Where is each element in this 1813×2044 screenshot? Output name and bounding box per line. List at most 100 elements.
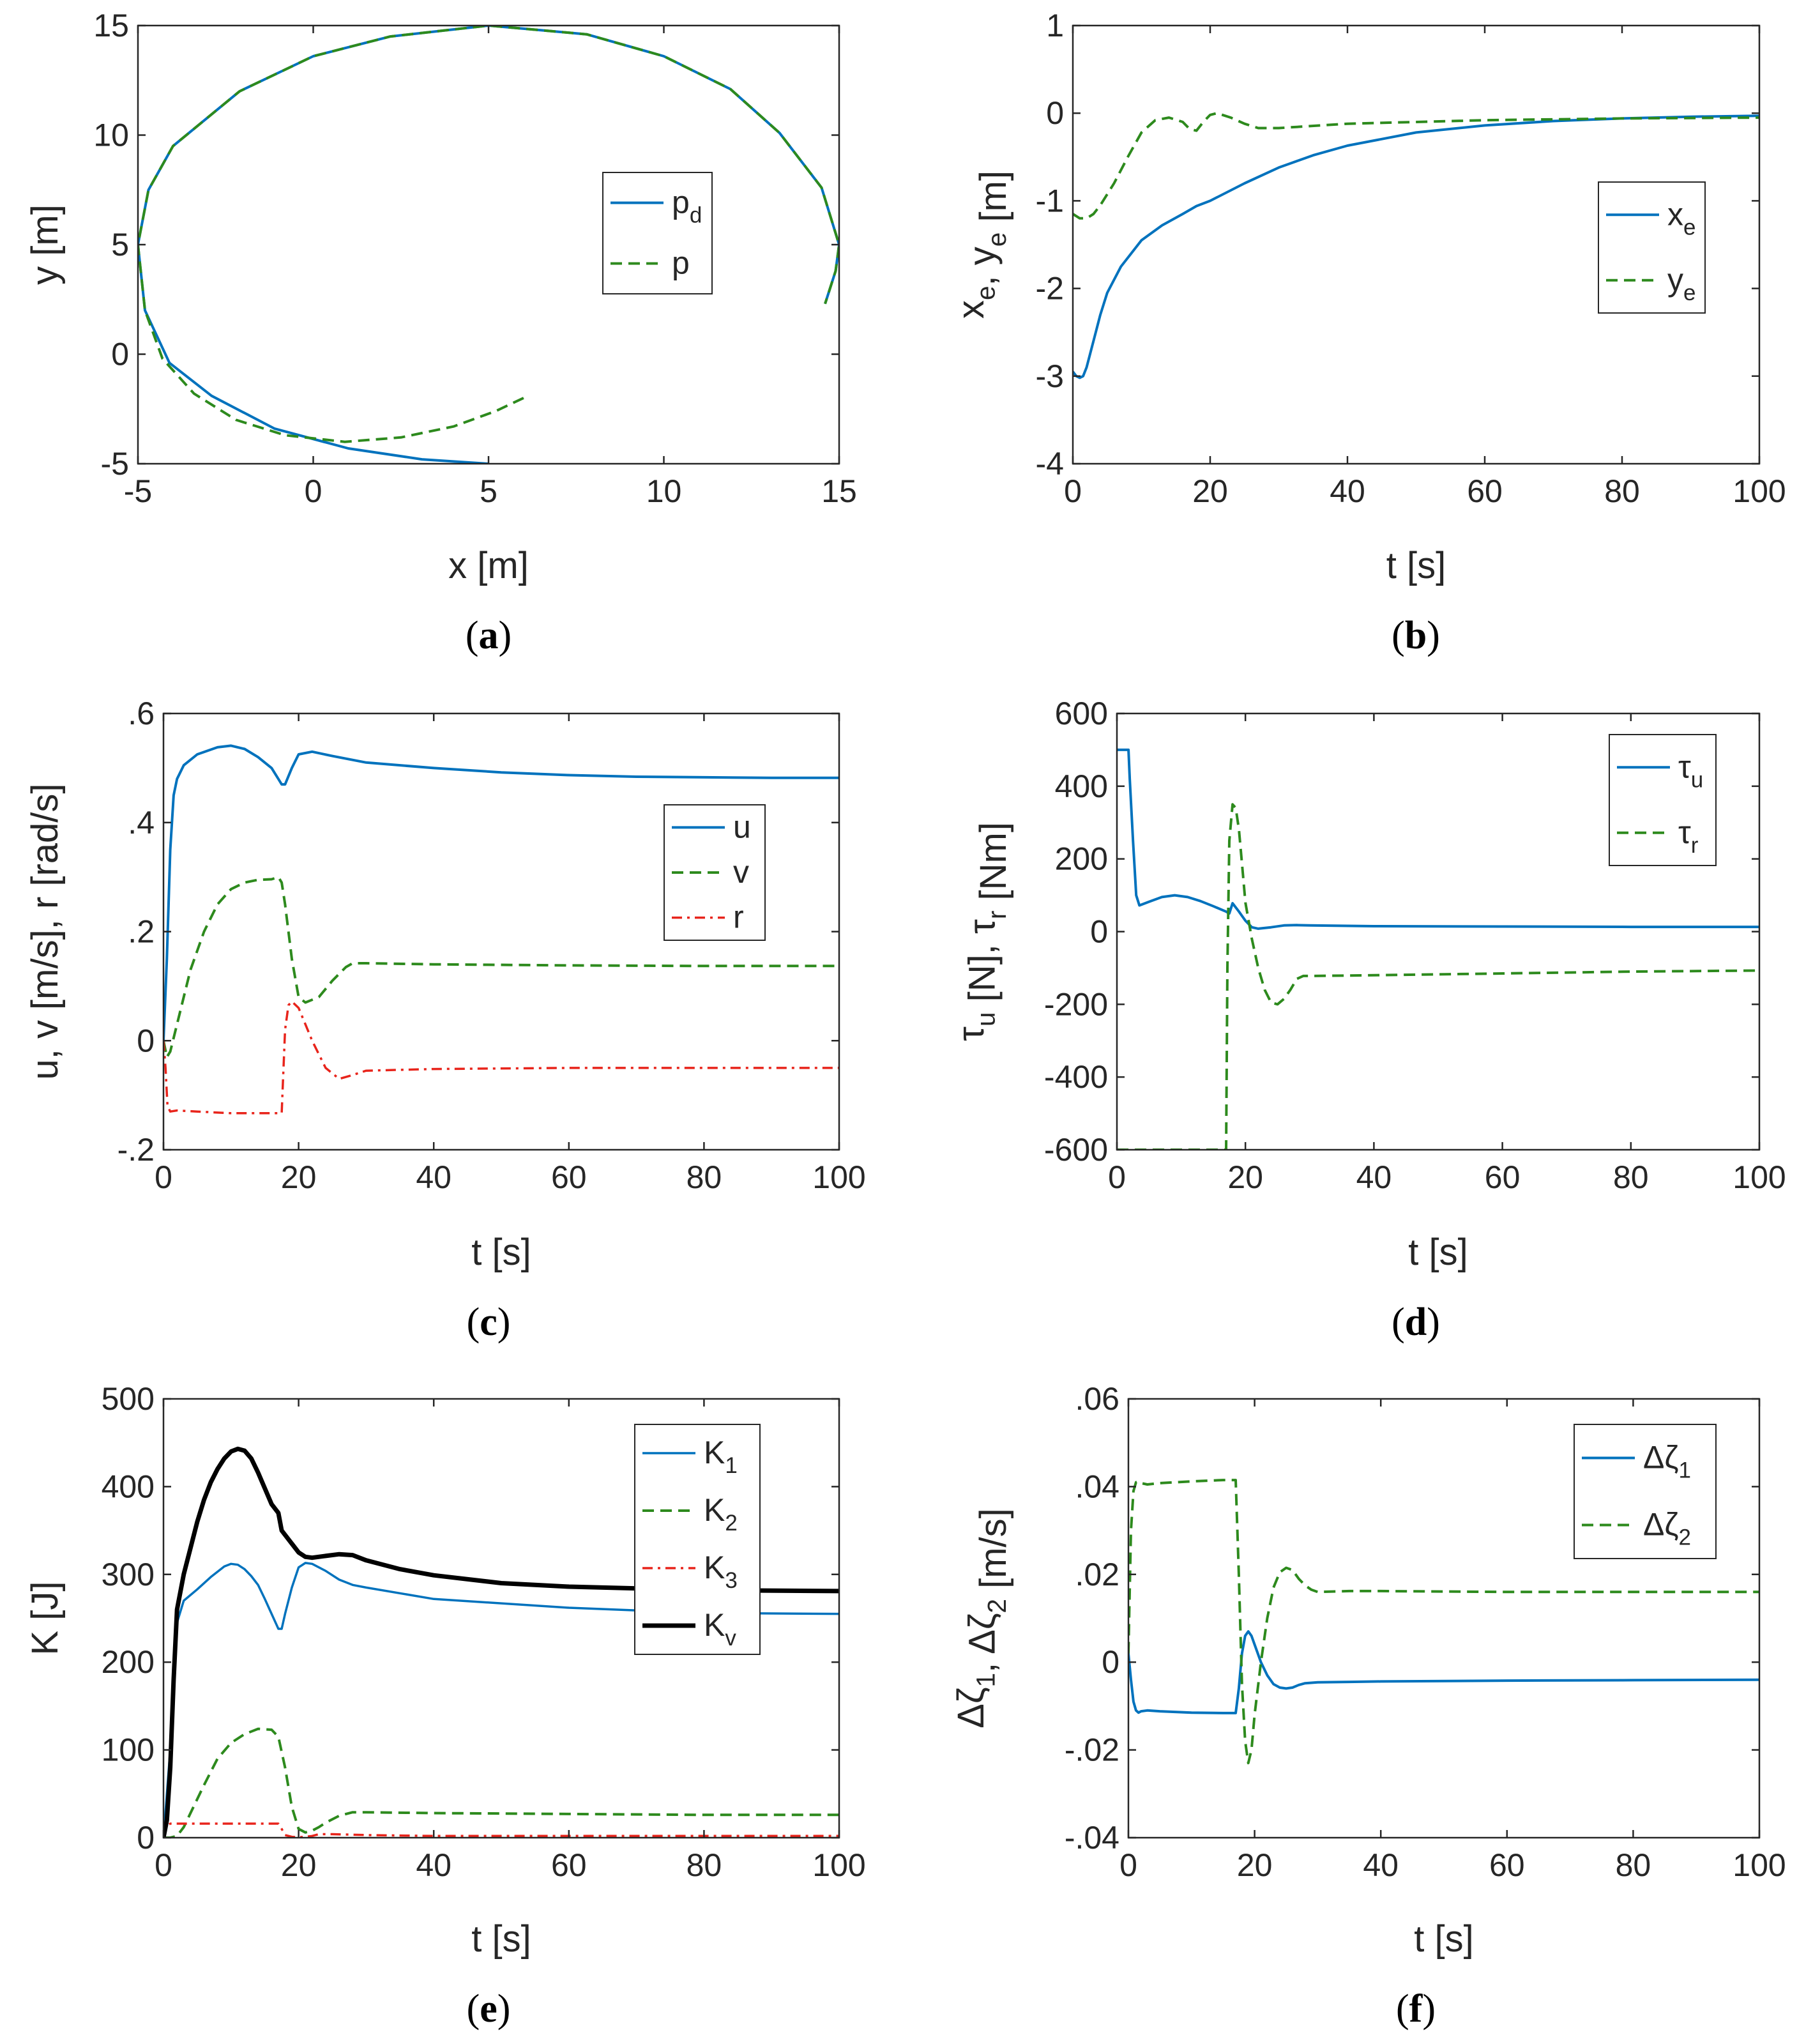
x-tick-label: 60 bbox=[1467, 473, 1503, 509]
panel-caption: (e) bbox=[467, 1987, 511, 2031]
legend-label: ye bbox=[1667, 262, 1695, 305]
x-tick-label: 40 bbox=[1356, 1159, 1392, 1195]
x-axis-label: t [s] bbox=[1414, 1918, 1473, 1960]
y-axis-label: Δζ1, Δζ2 [m/s] bbox=[950, 1508, 1014, 1728]
y-tick-label: -.02 bbox=[1065, 1732, 1119, 1768]
legend-label: Δζ1 bbox=[1643, 1440, 1691, 1483]
x-tick-label: 100 bbox=[1733, 1159, 1786, 1195]
y-tick-label: -.04 bbox=[1065, 1820, 1119, 1856]
series-line-K_2 bbox=[163, 1727, 839, 1838]
legend-box bbox=[634, 1424, 761, 1655]
y-axis-label: K [J] bbox=[24, 1581, 66, 1655]
series-line-v bbox=[163, 876, 839, 1058]
series-group bbox=[1117, 748, 1759, 1150]
y-tick-label: -2 bbox=[1036, 271, 1064, 307]
x-axis-label: t [s] bbox=[1386, 545, 1446, 586]
plot-area bbox=[138, 26, 839, 464]
x-tick-label: 0 bbox=[155, 1159, 172, 1195]
x-tick-label: 0 bbox=[1064, 473, 1082, 509]
series-line-K_1 bbox=[163, 1562, 839, 1838]
y-tick-label: 300 bbox=[102, 1557, 155, 1592]
x-tick-label: 40 bbox=[416, 1159, 451, 1195]
legend-label: Kv bbox=[704, 1607, 736, 1651]
y-tick-label: 5 bbox=[111, 227, 129, 263]
legend-box bbox=[1574, 1424, 1717, 1559]
y-tick-label: 600 bbox=[1055, 696, 1108, 731]
x-tick-label: 20 bbox=[281, 1847, 317, 1883]
x-tick-label: 80 bbox=[687, 1847, 722, 1883]
y-tick-label: 0 bbox=[1102, 1644, 1119, 1680]
panel-caption: (b) bbox=[1392, 614, 1440, 657]
legend-label: v bbox=[733, 854, 749, 890]
y-tick-label: .02 bbox=[1075, 1557, 1119, 1592]
series-line-p_d bbox=[138, 26, 839, 464]
series-line-Δζ_1 bbox=[1128, 1630, 1759, 1714]
legend-label: Δζ2 bbox=[1643, 1507, 1691, 1550]
y-tick-label: 10 bbox=[93, 118, 129, 153]
legend-label: xe bbox=[1667, 196, 1695, 240]
y-tick-label: -600 bbox=[1044, 1132, 1108, 1168]
legend-box bbox=[1598, 181, 1706, 314]
x-tick-label: 20 bbox=[1227, 1159, 1263, 1195]
axes-box bbox=[1127, 1398, 1761, 1839]
series-group bbox=[1128, 1479, 1759, 1765]
x-axis-label: x [m] bbox=[448, 545, 529, 586]
y-tick-label: 1 bbox=[1046, 8, 1064, 43]
legend-label: r bbox=[733, 899, 744, 935]
series-group bbox=[163, 744, 839, 1115]
legend-label: K3 bbox=[704, 1550, 738, 1593]
y-axis-label: xe, ye [m] bbox=[950, 171, 1014, 319]
legend-label: K2 bbox=[704, 1492, 738, 1536]
y-tick-label: .6 bbox=[128, 696, 155, 731]
legend-label: p bbox=[672, 245, 690, 281]
x-tick-label: 40 bbox=[416, 1847, 451, 1883]
x-tick-label: 5 bbox=[480, 473, 497, 509]
y-tick-label: 0 bbox=[137, 1820, 155, 1856]
series-line-r bbox=[163, 1000, 839, 1115]
x-tick-label: 60 bbox=[1485, 1159, 1521, 1195]
y-tick-label: -3 bbox=[1036, 358, 1064, 394]
y-tick-label: 200 bbox=[1055, 841, 1108, 877]
x-tick-label: 0 bbox=[305, 473, 322, 509]
y-tick-label: .04 bbox=[1075, 1468, 1119, 1504]
y-tick-label: 0 bbox=[111, 337, 129, 372]
panel-caption: (d) bbox=[1392, 1300, 1440, 1344]
legend-label: K1 bbox=[704, 1435, 738, 1478]
y-tick-label: -400 bbox=[1044, 1059, 1108, 1095]
y-tick-label: 200 bbox=[102, 1644, 155, 1680]
x-tick-label: 10 bbox=[646, 473, 682, 509]
series-line-x_e bbox=[1073, 114, 1759, 379]
x-tick-label: 60 bbox=[551, 1847, 587, 1883]
legend-label: τu bbox=[1678, 749, 1703, 792]
series-group bbox=[163, 1446, 839, 1838]
y-axis-label: y [m] bbox=[24, 204, 66, 285]
legend-label: u bbox=[733, 809, 751, 844]
x-tick-label: 100 bbox=[1733, 473, 1786, 509]
x-tick-label: 60 bbox=[551, 1159, 587, 1195]
y-axis-label: u, v [m/s], r [rad/s] bbox=[24, 783, 66, 1079]
series-line-K_v bbox=[163, 1446, 839, 1838]
x-tick-label: 20 bbox=[281, 1159, 317, 1195]
panel-caption: (c) bbox=[467, 1300, 511, 1344]
series-group bbox=[1073, 112, 1759, 379]
x-tick-label: 0 bbox=[1108, 1159, 1126, 1195]
y-tick-label: 15 bbox=[93, 8, 129, 43]
y-tick-label: 100 bbox=[102, 1732, 155, 1768]
series-line-u bbox=[163, 744, 839, 1041]
y-tick-label: -.2 bbox=[118, 1132, 155, 1168]
x-tick-label: 0 bbox=[155, 1847, 172, 1883]
series-line-K_3 bbox=[163, 1822, 839, 1838]
y-tick-label: -5 bbox=[101, 446, 129, 482]
x-tick-label: 15 bbox=[821, 473, 857, 509]
legend-box bbox=[1609, 734, 1717, 866]
x-tick-label: 0 bbox=[1119, 1847, 1137, 1883]
x-tick-label: 80 bbox=[1613, 1159, 1649, 1195]
axes-box bbox=[1072, 24, 1761, 465]
y-tick-label: 400 bbox=[1055, 768, 1108, 804]
